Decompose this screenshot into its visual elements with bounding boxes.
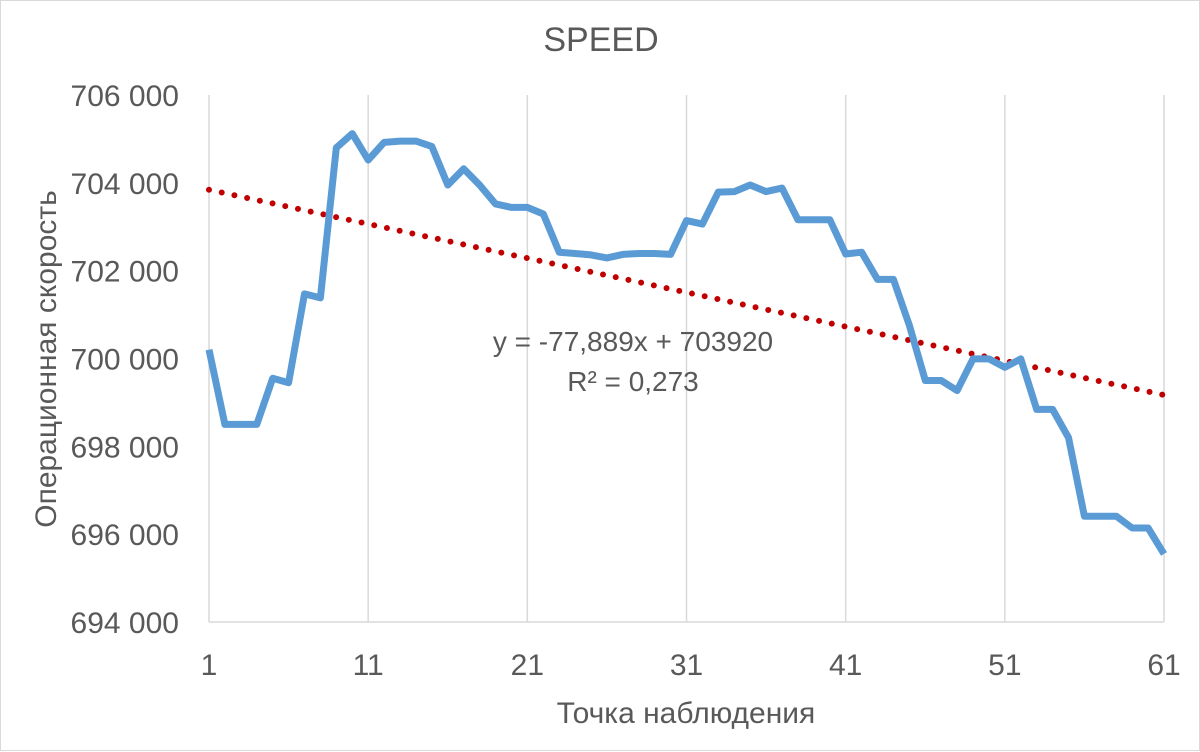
y-tick-label: 704 000 [71, 168, 179, 201]
x-tick-label: 41 [829, 649, 862, 682]
x-tick-label: 61 [1147, 649, 1180, 682]
x-tick-label: 21 [511, 649, 544, 682]
x-tick-label: 51 [988, 649, 1021, 682]
y-tick-labels: 694 000 696 000 698 000 700 000 702 000 704 0… [71, 80, 179, 640]
x-tick-label: 1 [201, 649, 218, 682]
y-tick-label: 694 000 [71, 607, 179, 640]
trendline-equation: y = -77,889x + 703920 [493, 326, 773, 357]
y-tick-label: 706 000 [71, 80, 179, 113]
y-tick-label: 702 000 [71, 256, 179, 289]
y-axis-title: Операционная скорость [30, 190, 63, 528]
y-tick-label: 698 000 [71, 431, 179, 464]
series-layer [205, 130, 1167, 556]
y-tick-label: 696 000 [71, 519, 179, 552]
x-axis-title: Точка наблюдения [557, 697, 816, 730]
x-tick-label: 11 [353, 649, 384, 682]
trendline-r2: R² = 0,273 [567, 366, 699, 397]
x-tick-label: 31 [670, 649, 703, 682]
x-tick-labels: 1 11 21 31 41 51 61 [201, 649, 1181, 682]
gridlines [208, 95, 1165, 622]
y-tick-label: 700 000 [71, 344, 179, 377]
chart-title: SPEED [543, 21, 658, 59]
series-line [205, 130, 1167, 556]
